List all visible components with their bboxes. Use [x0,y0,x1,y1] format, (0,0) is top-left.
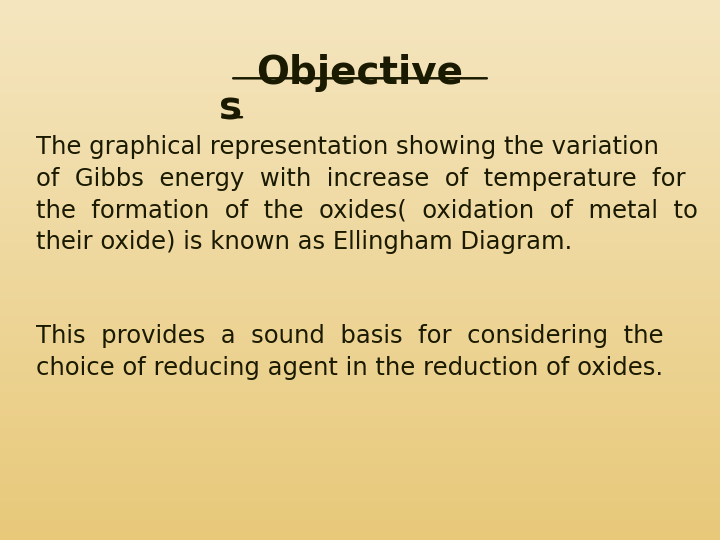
Text: s: s [219,89,242,127]
Text: This  provides  a  sound  basis  for  considering  the
choice of reducing agent : This provides a sound basis for consider… [36,324,664,380]
Text: Objective: Objective [256,54,464,92]
Text: The graphical representation showing the variation
of  Gibbs  energy  with  incr: The graphical representation showing the… [36,135,698,254]
